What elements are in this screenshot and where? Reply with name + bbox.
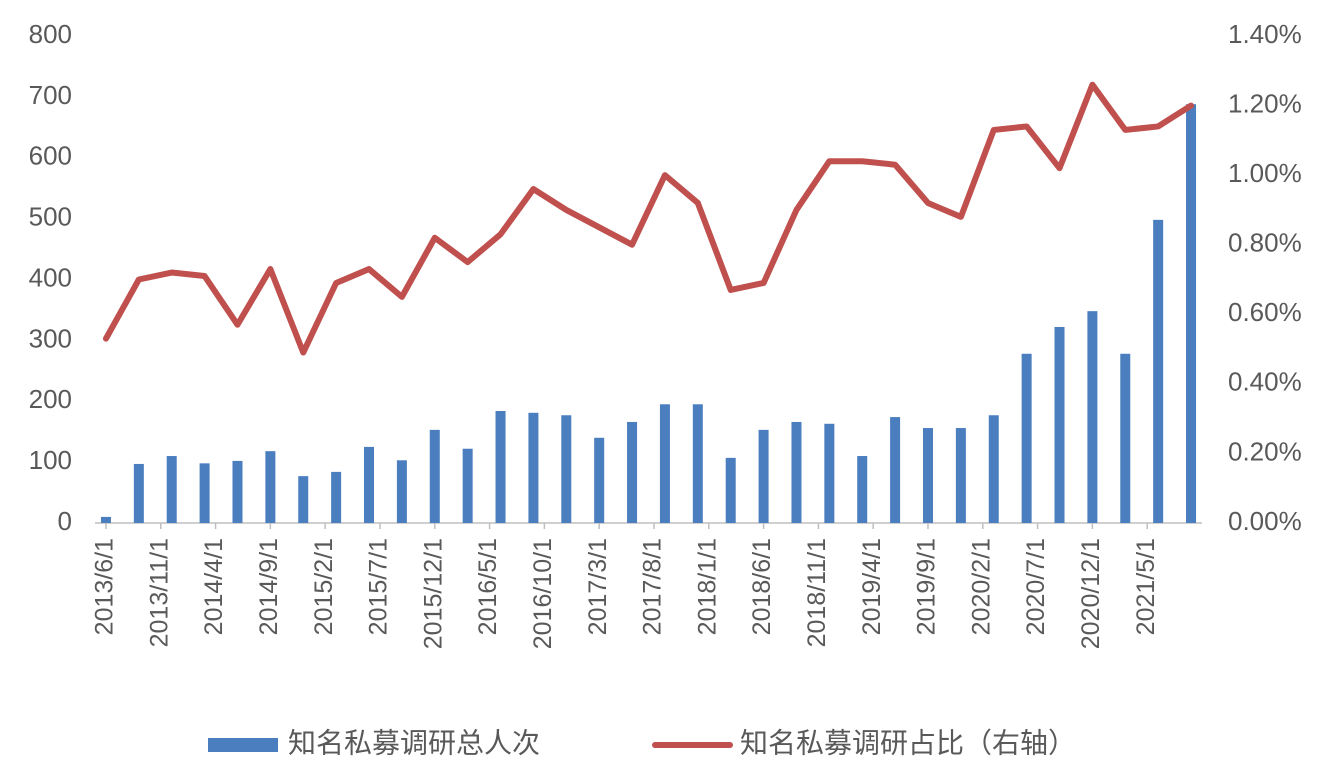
bar — [692, 404, 703, 523]
bar — [100, 516, 111, 523]
bar — [429, 429, 440, 523]
x-tick-label: 2020/12/1 — [1077, 538, 1105, 649]
x-tick-label: 2014/9/1 — [255, 538, 283, 635]
legend-label: 知名私募调研总人次 — [288, 727, 540, 758]
bar — [1021, 353, 1032, 523]
bar — [396, 460, 407, 523]
y2-tick-label: 0.20% — [1228, 436, 1302, 466]
x-tick-label: 2019/4/1 — [858, 538, 886, 635]
bar — [462, 448, 473, 523]
y2-tick-label: 1.40% — [1228, 19, 1302, 49]
bar — [1153, 219, 1164, 523]
x-tick-label: 2015/7/1 — [365, 538, 393, 635]
x-tick-label: 2013/11/1 — [145, 538, 173, 647]
y2-tick-label: 0.00% — [1228, 506, 1302, 536]
x-tick-label: 2016/5/1 — [474, 538, 502, 635]
bar — [890, 417, 901, 523]
bar — [232, 460, 243, 523]
y-tick-label: 100 — [29, 445, 72, 475]
y2-tick-label: 0.80% — [1228, 228, 1302, 258]
x-tick-label: 2017/8/1 — [639, 538, 667, 635]
y-tick-label: 500 — [29, 202, 72, 232]
y2-tick-label: 1.20% — [1228, 88, 1302, 118]
bar — [725, 457, 736, 523]
bar — [331, 471, 342, 523]
x-tick-label: 2014/4/1 — [200, 538, 228, 635]
bar — [133, 463, 144, 523]
legend-label: 知名私募调研占比（右轴） — [740, 727, 1076, 758]
bar — [758, 429, 769, 523]
bar — [1186, 104, 1197, 524]
line — [102, 81, 1195, 356]
y2-tick-label: 0.60% — [1228, 297, 1302, 327]
x-tick-label: 2021/5/1 — [1132, 538, 1160, 635]
legend-swatch — [208, 738, 278, 752]
x-tick-label: 2020/2/1 — [967, 538, 995, 635]
bar — [1054, 326, 1065, 523]
bar — [857, 456, 868, 523]
x-tick-label: 2020/7/1 — [1022, 538, 1050, 635]
x-tick-label: 2015/12/1 — [419, 538, 447, 649]
x-tick-label: 2018/11/1 — [803, 538, 831, 647]
y2-tick-label: 1.00% — [1228, 158, 1302, 188]
bar — [594, 437, 605, 523]
bar — [265, 451, 276, 523]
bar — [791, 421, 802, 523]
x-tick-label: 2015/2/1 — [310, 538, 338, 635]
bar — [922, 428, 933, 523]
y-tick-label: 800 — [29, 19, 72, 49]
bar — [528, 412, 539, 523]
bar — [955, 428, 966, 523]
x-tick-label: 2018/1/1 — [693, 538, 721, 635]
y-tick-label: 600 — [29, 141, 72, 171]
x-tick-label: 2019/9/1 — [913, 538, 941, 635]
x-tick-label: 2016/10/1 — [529, 538, 557, 649]
bar — [298, 476, 309, 523]
bar — [166, 456, 177, 523]
bar — [627, 421, 638, 523]
bar — [561, 415, 572, 523]
bar — [364, 446, 375, 523]
y-tick-label: 300 — [29, 323, 72, 353]
bar — [199, 463, 210, 523]
x-tick-label: 2018/6/1 — [748, 538, 776, 635]
bar — [988, 415, 999, 523]
x-tick-label: 2013/6/1 — [91, 538, 119, 635]
bar — [1120, 353, 1131, 523]
bar — [495, 410, 506, 523]
y-tick-label: 0 — [58, 506, 72, 536]
y-tick-label: 400 — [29, 262, 72, 292]
bar — [1087, 311, 1098, 523]
bar — [659, 404, 670, 523]
y2-tick-label: 0.40% — [1228, 367, 1302, 397]
x-tick-label: 2017/3/1 — [584, 538, 612, 635]
bar — [824, 423, 835, 523]
y-tick-label: 200 — [29, 384, 72, 414]
y-tick-label: 700 — [29, 80, 72, 110]
